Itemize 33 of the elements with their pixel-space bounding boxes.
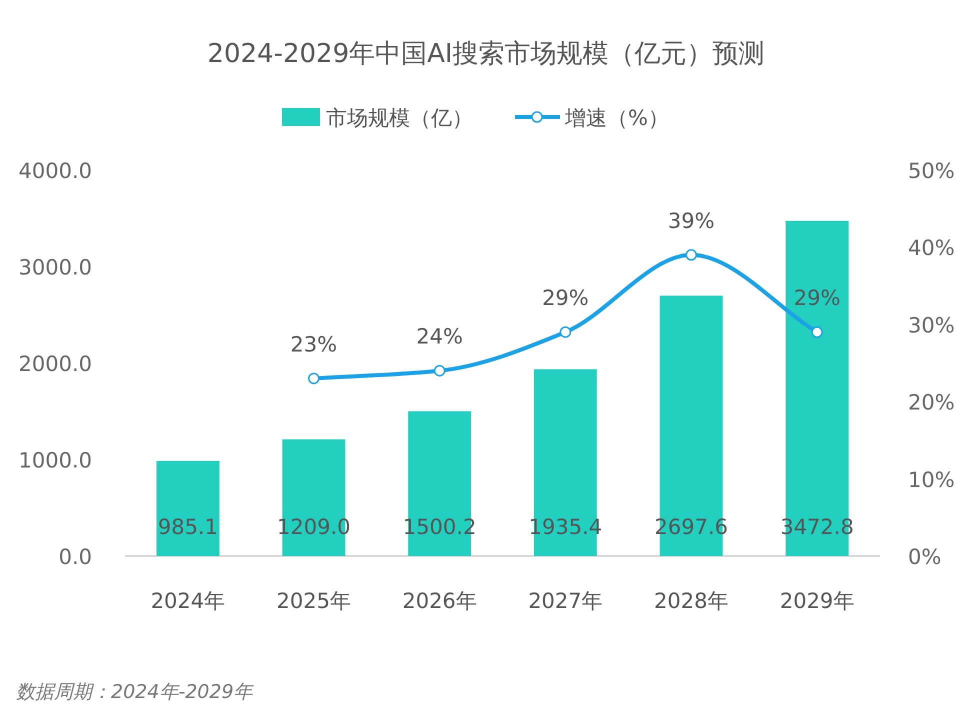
y2-tick-label: 10%: [908, 468, 955, 492]
point: [811, 326, 823, 338]
y-tick-label: 2000.0: [18, 352, 92, 376]
point: [686, 249, 697, 261]
bar: [156, 460, 220, 556]
x-tick-label: 2026年: [402, 589, 477, 613]
y-tick-label: 4000.0: [18, 159, 92, 183]
y2-tick-label: 20%: [908, 390, 955, 415]
data-label: 29%: [794, 286, 840, 310]
y2-tick-label: 50%: [908, 159, 955, 183]
text: 数据周期：2024年-2029年: [16, 681, 255, 703]
x-tick-label: 2029年: [780, 589, 854, 613]
x-tick-label: 2027年: [528, 589, 603, 613]
y2-tick-label: 40%: [908, 236, 955, 260]
data-label: 23%: [290, 332, 338, 356]
y-tick-label: 3000.0: [18, 256, 92, 280]
data-label: 24%: [416, 324, 463, 349]
chart-title: 2024-2029年中国AI搜索市场规模（亿元）预测: [207, 39, 765, 69]
data-label: 39%: [668, 208, 715, 233]
legend-label: 增速（%）: [564, 106, 669, 130]
y-tick-label: 0.0: [58, 545, 92, 569]
legend-label: 市场规模（亿）: [326, 106, 473, 130]
x-tick-label: 2025年: [276, 589, 351, 613]
point: [434, 364, 446, 376]
point: [560, 326, 572, 338]
x-tick-label: 2028年: [654, 589, 728, 613]
y-tick-label: 1000.0: [18, 448, 92, 472]
x-tick-label: 2024年: [150, 589, 226, 613]
data-label: 985.1: [158, 515, 218, 539]
y2-tick-label: 30%: [908, 313, 955, 338]
point: [308, 372, 320, 384]
data-label: 29%: [542, 286, 589, 310]
y2-tick-label: 0%: [908, 545, 942, 569]
